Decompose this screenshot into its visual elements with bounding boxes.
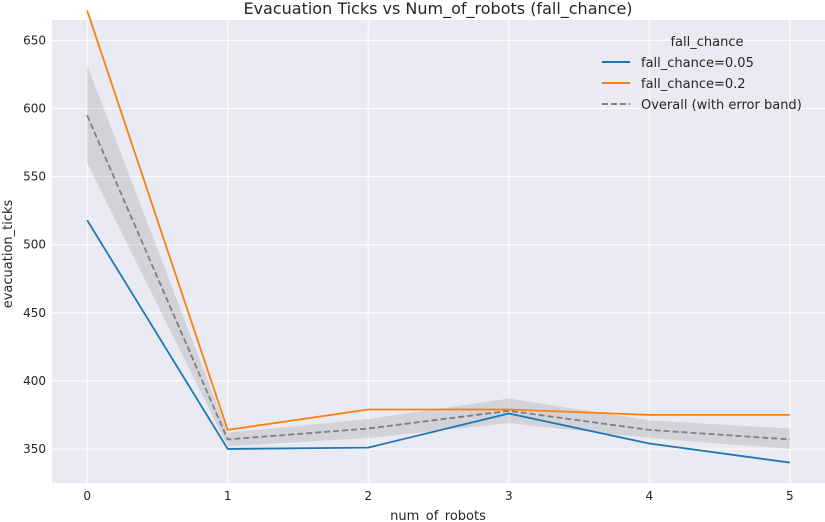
y-tick-label: 550: [23, 170, 46, 184]
x-tick-label: 1: [224, 489, 232, 503]
y-tick-label: 450: [23, 306, 46, 320]
plot-background: [52, 20, 825, 483]
x-tick-label: 4: [645, 489, 653, 503]
y-tick-label: 500: [23, 238, 46, 252]
chart-title: Evacuation Ticks vs Num_of_robots (fall_…: [243, 0, 632, 19]
series-line-1: [86, 10, 790, 431]
legend-title: fall_chance: [670, 35, 743, 50]
x-tick-label: 5: [786, 489, 794, 503]
x-axis-label: num_of_robots: [390, 509, 486, 522]
y-tick-label: 400: [23, 374, 46, 388]
legend: fall_chance fall_chance=0.05 fall_chance…: [602, 35, 802, 113]
series-line-2: [86, 114, 790, 441]
series-line-0: [86, 219, 790, 464]
x-tick-label: 2: [364, 489, 372, 503]
y-tick-label: 600: [23, 102, 46, 116]
y-axis-label: evacuation_ticks: [1, 199, 16, 308]
y-tick-label: 650: [23, 33, 46, 47]
x-tick-label: 0: [83, 489, 91, 503]
x-ticks: 0 1 2 3 4 5: [83, 489, 793, 503]
series-lines: [86, 10, 790, 464]
legend-label-fall-chance-0-2: fall_chance=0.2: [641, 77, 746, 92]
y-ticks: 350 400 450 500 550 600 650: [23, 33, 46, 456]
legend-label-overall: Overall (with error band): [641, 98, 802, 113]
y-tick-label: 350: [23, 442, 46, 456]
x-tick-label: 3: [505, 489, 513, 503]
legend-label-fall-chance-0-05: fall_chance=0.05: [641, 56, 754, 71]
